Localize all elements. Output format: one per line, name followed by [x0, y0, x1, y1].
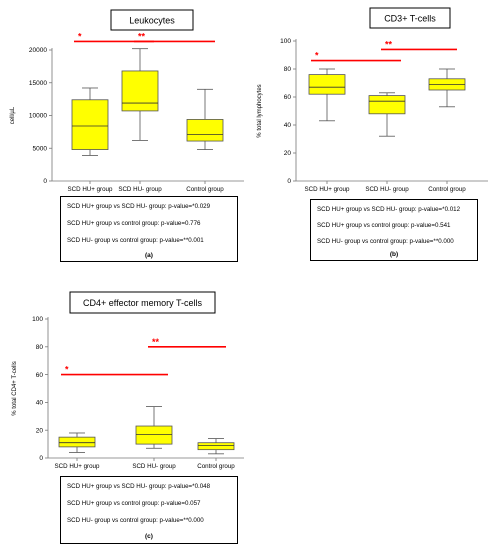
iqr-box	[135, 425, 173, 445]
y-axis-label: % total lymphocytes	[257, 84, 263, 137]
x-tick-label: Control group	[186, 186, 224, 193]
stat-line: SCD HU+ group vs control group: p-value=…	[67, 500, 201, 507]
y-tick-label: 20	[284, 150, 292, 157]
chart-title-box	[110, 9, 194, 31]
panel-label: (a)	[145, 252, 153, 259]
x-tick-label: SCD HU- group	[365, 186, 409, 193]
iqr-box	[121, 70, 159, 112]
y-tick-label: 20000	[29, 47, 47, 54]
iqr-box	[197, 442, 235, 451]
panel-label: (b)	[389, 251, 399, 258]
chart-1: Leukocytes 0 5000 10000 15000 20000 cell/µL SCD…	[10, 9, 244, 193]
significance-marker: **	[138, 31, 146, 41]
iqr-box	[308, 74, 346, 95]
chart-title: Leukocytes	[129, 16, 175, 26]
y-tick-label: 60	[36, 372, 44, 379]
stats-box-a: SCD HU+ group vs SCD HU- group: p-value=…	[60, 196, 238, 262]
stat-line: SCD HU+ group vs control group: p-value=…	[317, 222, 451, 229]
chart-title-box	[369, 7, 451, 29]
y-axis-label: cell/µL	[10, 106, 16, 124]
significance-marker: *	[65, 365, 69, 375]
y-tick-label: 0	[43, 178, 47, 185]
significance-marker: *	[315, 51, 319, 61]
chart-3: CD4+ effector memory T-cells 0 20 40 60 80 100…	[12, 291, 244, 470]
x-tick-label: Control group	[197, 463, 235, 470]
x-tick-label: SCD HU- group	[132, 463, 176, 470]
x-tick-label: Control group	[428, 186, 466, 193]
x-tick-label: SCD HU+ group	[55, 463, 100, 470]
y-axis-label: % total CD4+ T-cells	[12, 361, 18, 415]
chart-title: CD3+ T-cells	[384, 14, 436, 24]
box-1	[71, 87, 109, 156]
box-3	[186, 88, 224, 150]
y-tick-label: 10000	[29, 113, 47, 120]
box-1	[58, 432, 96, 453]
chart-title: CD4+ effector memory T-cells	[83, 298, 202, 308]
panel-label: (c)	[145, 533, 153, 540]
y-tick-label: 0	[287, 178, 291, 185]
x-tick-label: SCD HU+ group	[305, 186, 350, 193]
iqr-box	[186, 119, 224, 142]
y-tick-label: 40	[36, 400, 44, 407]
iqr-box	[368, 95, 406, 115]
significance-marker: **	[385, 39, 393, 49]
y-tick-label: 80	[36, 344, 44, 351]
box-2	[121, 48, 159, 141]
x-tick-label: SCD HU+ group	[68, 186, 113, 193]
chart-2: CD3+ T-cells 0 20 40 60 80 100 % total lymphocy…	[257, 7, 488, 193]
y-tick-label: 5000	[33, 145, 48, 152]
box-1	[308, 68, 346, 122]
y-tick-label: 40	[284, 122, 292, 129]
stat-line: SCD HU+ group vs SCD HU- group: p-value=…	[67, 483, 211, 490]
box-3	[197, 438, 235, 455]
stats-box-b: SCD HU+ group vs SCD HU- group: p-value=…	[310, 199, 478, 261]
stat-line: SCD HU- group vs control group: p-value=…	[67, 517, 204, 524]
y-tick-label: 60	[284, 94, 292, 101]
iqr-box	[71, 99, 109, 150]
y-tick-label: 0	[39, 455, 43, 462]
y-tick-label: 100	[280, 38, 291, 45]
stat-line: SCD HU+ group vs control group: p-value=…	[67, 220, 201, 227]
stat-line: SCD HU+ group vs SCD HU- group: p-value=…	[317, 206, 461, 213]
chart-title-box	[69, 291, 216, 314]
y-tick-label: 20	[36, 427, 44, 434]
y-tick-label: 100	[32, 316, 43, 323]
box-2	[135, 406, 173, 449]
box-3	[428, 68, 466, 108]
iqr-box	[58, 436, 96, 448]
box-2	[368, 92, 406, 137]
stat-line: SCD HU- group vs control group: p-value=…	[67, 237, 204, 244]
significance-marker: **	[152, 337, 160, 347]
y-tick-label: 15000	[29, 80, 47, 87]
y-tick-label: 80	[284, 66, 292, 73]
stat-line: SCD HU- group vs control group: p-value=…	[317, 238, 454, 245]
stat-line: SCD HU+ group vs SCD HU- group: p-value=…	[67, 203, 211, 210]
stats-box-c: SCD HU+ group vs SCD HU- group: p-value=…	[60, 476, 238, 544]
x-tick-label: SCD HU- group	[118, 186, 162, 193]
significance-marker: *	[78, 31, 82, 41]
